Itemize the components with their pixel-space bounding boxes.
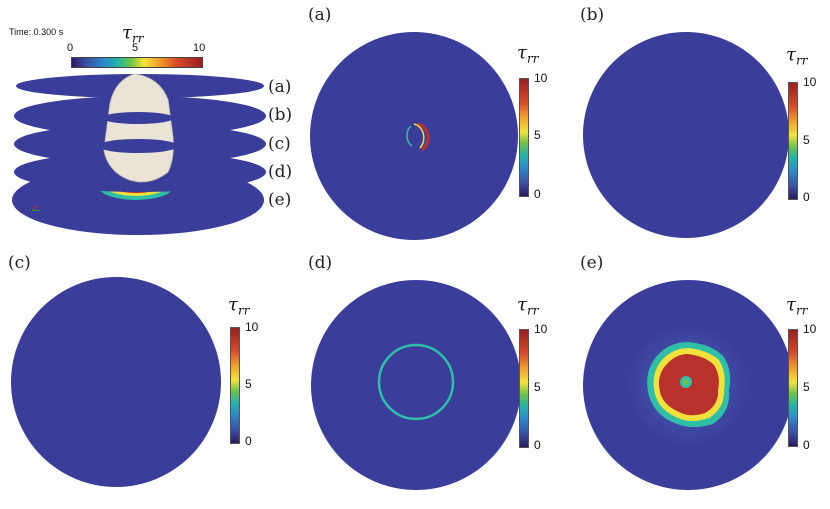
panel-a-disc — [310, 32, 518, 240]
time-readout: Time: 0.300 s — [9, 27, 64, 37]
overview-3d-render — [12, 73, 266, 235]
overview-label-d: (d) — [268, 162, 293, 182]
panel-c-disc — [11, 277, 221, 487]
panel-b-colorbar — [788, 82, 798, 200]
overview-label-e: (e) — [268, 190, 292, 210]
panel-e-colorbar — [788, 329, 798, 447]
panel-d: (d) τrr 10 5 0 — [303, 250, 563, 505]
panel-d-label: (d) — [308, 253, 333, 273]
panel-c-label: (c) — [8, 253, 31, 273]
overview-label-a: (a) — [268, 77, 292, 97]
panel-d-ring — [377, 343, 455, 421]
overview-tick-5: 5 — [132, 42, 139, 54]
panel-a-label: (a) — [308, 5, 332, 25]
panel-d-cb-title: τrr — [517, 294, 539, 318]
panel-b-tick-5: 5 — [803, 133, 810, 147]
panel-e: (e) τrr 10 5 0 — [577, 250, 830, 505]
panel-a-colorbar — [519, 78, 529, 197]
panel-c: (c) τrr 10 5 0 — [0, 250, 270, 505]
panel-c-tick-0: 0 — [245, 434, 252, 448]
panel-e-cb-title: τrr — [786, 294, 808, 318]
panel-e-tick-5: 5 — [803, 380, 810, 394]
panel-a-cb-title: τrr — [517, 42, 539, 66]
panel-c-colorbar — [230, 327, 240, 444]
overview-colorbar-title: τrr — [122, 22, 144, 46]
panel-d-tick-10: 10 — [534, 322, 548, 336]
panel-c-tick-5: 5 — [245, 377, 252, 391]
panel-b: (b) τrr 10 5 0 — [577, 0, 830, 245]
panel-b-tick-10: 10 — [803, 75, 817, 89]
panel-b-tick-0: 0 — [803, 190, 810, 204]
overview-tick-10: 10 — [193, 42, 206, 54]
panel-e-disc — [583, 280, 793, 490]
overview-tick-0: 0 — [67, 42, 74, 54]
panel-d-tick-5: 5 — [534, 380, 541, 394]
panel-a: (a) τrr 10 5 0 — [303, 0, 563, 245]
overview-label-c: (c) — [268, 134, 291, 154]
panel-e-label: (e) — [580, 253, 604, 273]
panel-a-tick-10: 10 — [534, 71, 548, 85]
panel-b-disc — [583, 32, 789, 238]
overview-label-b: (b) — [268, 105, 293, 125]
panel-d-colorbar — [519, 329, 529, 448]
panel-b-label: (b) — [580, 5, 605, 25]
bubble-shape — [103, 73, 174, 183]
panel-d-disc — [311, 280, 521, 490]
panel-c-cb-title: τrr — [228, 294, 250, 318]
panel-e-tick-0: 0 — [803, 438, 810, 452]
panel-e-tick-10: 10 — [803, 322, 817, 336]
panel-c-tick-10: 10 — [245, 320, 259, 334]
overview-panel: Time: 0.300 s τrr 0 5 10 (a) (b) (c) (d)… — [0, 0, 300, 250]
panel-d-tick-0: 0 — [534, 438, 541, 452]
overview-colorbar — [71, 57, 203, 68]
panel-b-cb-title: τrr — [786, 44, 808, 68]
panel-a-tick-5: 5 — [534, 128, 541, 142]
panel-a-tick-0: 0 — [534, 187, 541, 201]
panel-a-arc — [417, 122, 430, 152]
